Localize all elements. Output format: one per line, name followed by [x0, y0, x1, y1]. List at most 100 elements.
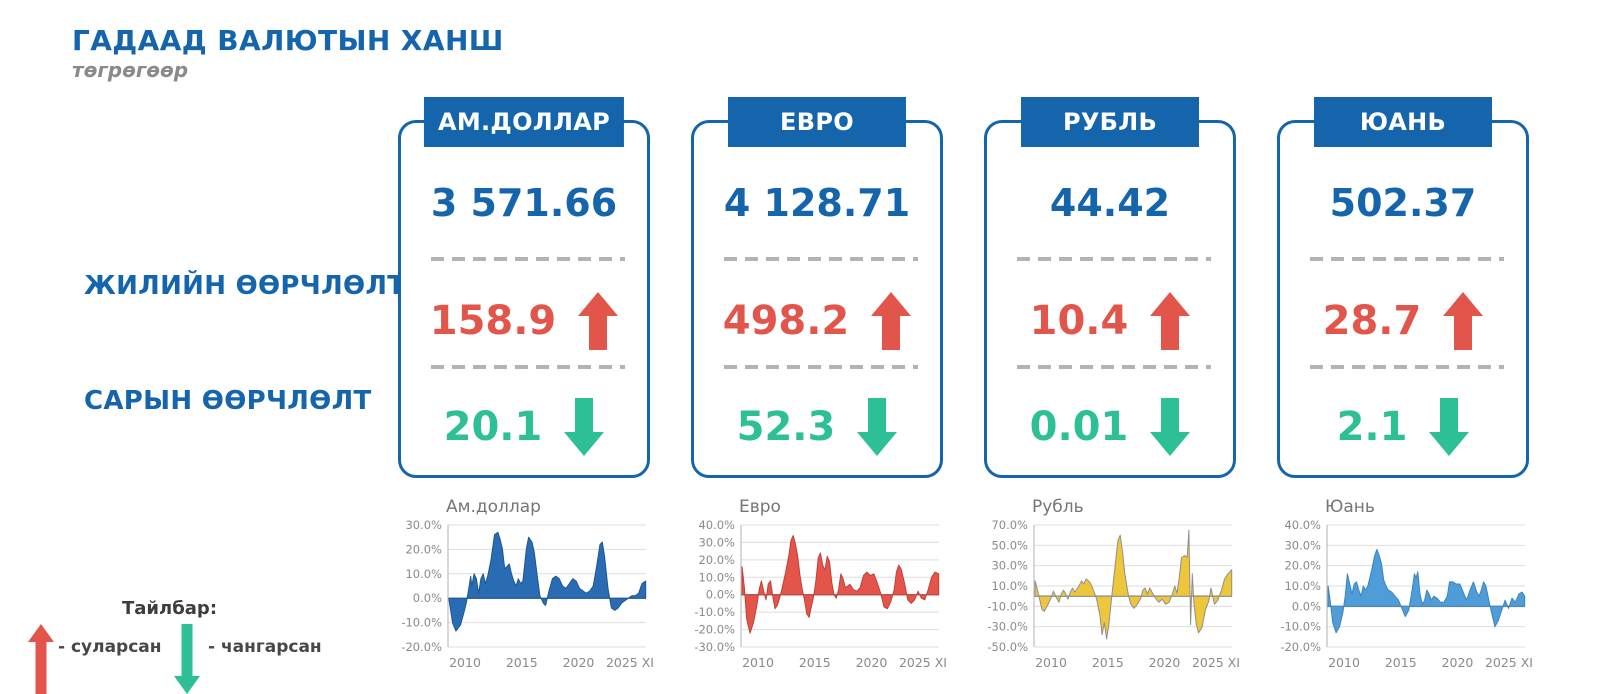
up-arrow-icon	[871, 292, 912, 350]
legend-strengthened-label: - чангарсан	[208, 637, 322, 657]
yearly-change-value: 10.4	[1029, 298, 1129, 344]
monthly-change-row: 0.01	[987, 387, 1233, 467]
eur-history-chart: Евро 40.0% 30.0% 20.0% 10.0% 0.0% -10.0% -20.0…	[691, 497, 951, 677]
svg-text:2025 XI: 2025 XI	[606, 655, 654, 670]
monthly-change-value: 0.01	[1029, 404, 1129, 450]
page-subtitle: төгрөгөөр	[72, 58, 189, 82]
svg-text:40.0%: 40.0%	[698, 518, 735, 532]
monthly-change-value: 20.1	[443, 404, 543, 450]
usd-history-chart: Ам.доллар 30.0% 20.0% 10.0% 0.0% -10.0% -20.0…	[398, 497, 658, 677]
currency-card-usd: АМ.ДОЛЛАР 3 571.66 158.9 20.1	[398, 97, 650, 478]
svg-text:2020: 2020	[856, 655, 888, 670]
svg-text:2025 XI: 2025 XI	[1485, 655, 1533, 670]
dashed-divider	[431, 257, 625, 261]
svg-text:2010: 2010	[742, 655, 774, 670]
exchange-rate-value: 502.37	[1329, 181, 1477, 225]
currency-card-rub: РУБЛЬ 44.42 10.4 0.01	[984, 97, 1236, 478]
dashed-divider	[724, 257, 918, 261]
currency-title: ЮАНЬ	[1314, 97, 1492, 147]
currency-card-cny: ЮАНЬ 502.37 28.7 2.1	[1277, 97, 1529, 478]
svg-text:-10.0%: -10.0%	[401, 616, 442, 630]
up-arrow-icon	[1443, 292, 1484, 350]
svg-text:2020: 2020	[1442, 655, 1474, 670]
currency-title: АМ.ДОЛЛАР	[423, 97, 625, 147]
monthly-change-row-label: САРЫН ӨӨРЧЛӨЛТ	[84, 386, 372, 416]
legend-title: Тайлбар:	[122, 598, 218, 619]
svg-text:30.0%: 30.0%	[1284, 538, 1321, 552]
svg-text:30.0%: 30.0%	[698, 535, 735, 549]
down-arrow-icon	[857, 398, 898, 456]
down-arrow-icon	[1150, 398, 1191, 456]
svg-text:2025 XI: 2025 XI	[1192, 655, 1240, 670]
yearly-change-row: 498.2	[694, 281, 940, 361]
yearly-change-row-label: ЖИЛИЙН ӨӨРЧЛӨЛТ	[84, 271, 406, 301]
svg-text:-10.0%: -10.0%	[987, 599, 1028, 613]
yearly-change-row: 158.9	[401, 281, 647, 361]
svg-text:-10.0%: -10.0%	[694, 605, 735, 619]
cny-history-chart: Юань 40.0% 30.0% 20.0% 10.0% 0.0% -10.0% -20.0…	[1277, 497, 1537, 677]
exchange-rate-value: 44.42	[1049, 181, 1171, 225]
svg-text:2015: 2015	[506, 655, 538, 670]
up-arrow-icon	[28, 624, 54, 694]
svg-text:10.0%: 10.0%	[991, 579, 1028, 593]
yearly-change-value: 498.2	[722, 298, 850, 344]
down-arrow-icon	[174, 624, 200, 694]
currency-title: ЕВРО	[728, 97, 906, 147]
rub-history-chart: Рубль 70.0% 50.0% 30.0% 10.0% -10.0% -30.0% -5…	[984, 497, 1244, 677]
page-title: ГАДААД ВАЛЮТЫН ХАНШ	[72, 24, 504, 57]
chart-title: Евро	[739, 497, 781, 517]
svg-text:20.0%: 20.0%	[1284, 559, 1321, 573]
svg-text:30.0%: 30.0%	[405, 518, 442, 532]
svg-text:2015: 2015	[799, 655, 831, 670]
svg-text:50.0%: 50.0%	[991, 538, 1028, 552]
svg-text:70.0%: 70.0%	[991, 518, 1028, 532]
svg-text:2010: 2010	[1035, 655, 1067, 670]
svg-text:2020: 2020	[1149, 655, 1181, 670]
yearly-change-row: 28.7	[1280, 281, 1526, 361]
exchange-rate-value: 4 128.71	[723, 181, 911, 225]
yearly-change-row: 10.4	[987, 281, 1233, 361]
svg-text:-30.0%: -30.0%	[987, 620, 1028, 634]
svg-text:40.0%: 40.0%	[1284, 518, 1321, 532]
up-arrow-icon	[1150, 292, 1191, 350]
svg-text:2010: 2010	[449, 655, 481, 670]
up-arrow-icon	[578, 292, 619, 350]
dashed-divider	[1310, 365, 1504, 369]
down-arrow-icon	[564, 398, 605, 456]
svg-text:2020: 2020	[563, 655, 595, 670]
dashed-divider	[431, 365, 625, 369]
yearly-change-value: 28.7	[1322, 298, 1422, 344]
exchange-rate-value: 3 571.66	[430, 181, 618, 225]
svg-text:0.0%: 0.0%	[706, 588, 735, 602]
svg-text:2015: 2015	[1092, 655, 1124, 670]
legend-weakened-label: - суларсан	[58, 637, 162, 657]
down-arrow-icon	[1429, 398, 1470, 456]
svg-text:20.0%: 20.0%	[405, 542, 442, 556]
chart-title: Рубль	[1032, 497, 1084, 517]
svg-text:10.0%: 10.0%	[405, 567, 442, 581]
monthly-change-value: 52.3	[736, 404, 836, 450]
svg-text:10.0%: 10.0%	[698, 570, 735, 584]
currency-card-eur: ЕВРО 4 128.71 498.2 52.3	[691, 97, 943, 478]
dashed-divider	[1017, 257, 1211, 261]
svg-text:-50.0%: -50.0%	[987, 640, 1028, 654]
svg-text:-20.0%: -20.0%	[1280, 640, 1321, 654]
svg-text:-30.0%: -30.0%	[694, 640, 735, 654]
currency-title: РУБЛЬ	[1021, 97, 1199, 147]
chart-title: Ам.доллар	[446, 497, 541, 517]
svg-text:0.0%: 0.0%	[413, 591, 442, 605]
svg-text:2015: 2015	[1385, 655, 1417, 670]
monthly-change-row: 20.1	[401, 387, 647, 467]
monthly-change-row: 52.3	[694, 387, 940, 467]
svg-text:2010: 2010	[1328, 655, 1360, 670]
svg-text:-10.0%: -10.0%	[1280, 620, 1321, 634]
svg-text:2025 XI: 2025 XI	[899, 655, 947, 670]
monthly-change-value: 2.1	[1336, 404, 1408, 450]
svg-text:30.0%: 30.0%	[991, 559, 1028, 573]
svg-text:10.0%: 10.0%	[1284, 579, 1321, 593]
svg-text:-20.0%: -20.0%	[401, 640, 442, 654]
svg-text:0.0%: 0.0%	[1292, 599, 1321, 613]
svg-text:-20.0%: -20.0%	[694, 623, 735, 637]
chart-title: Юань	[1325, 497, 1375, 517]
monthly-change-row: 2.1	[1280, 387, 1526, 467]
